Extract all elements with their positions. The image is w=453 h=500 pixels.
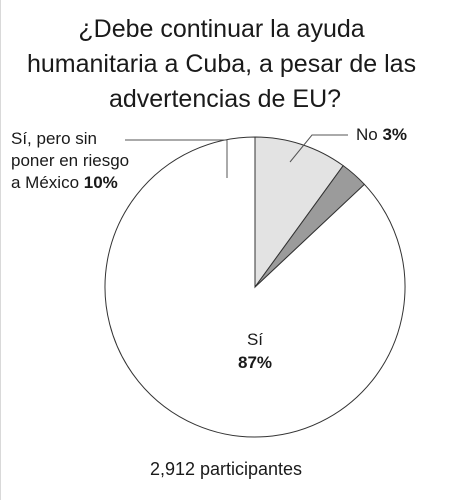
title-line-3: advertencias de EU?: [109, 85, 341, 113]
left-border-line: [0, 0, 1, 500]
slice-value-si: 87%: [238, 353, 272, 372]
pie-slices: [104, 136, 406, 438]
title-line-1: ¿Debe continuar la ayuda: [78, 15, 364, 43]
slice-value-si-pero: 10%: [84, 173, 118, 192]
pie-slice-si: [104, 136, 406, 438]
pie-slice-si-pero-sin-riesgo: [254, 136, 344, 289]
slice-label-si: Sí: [247, 330, 263, 349]
title-line-2: humanitaria a Cuba, a pesar de las: [27, 50, 416, 78]
chart-title: ¿Debe continuar la ayuda humanitaria a C…: [27, 15, 423, 113]
pie-slice-no: [254, 164, 366, 288]
slice-label-no: No 3%: [356, 125, 407, 144]
leader-line-si-pero: [125, 139, 228, 178]
participants-count: 2,912 participantes: [150, 459, 302, 479]
slice-value-no: 3%: [382, 125, 407, 144]
leader-line-no: [289, 134, 348, 163]
slice-label-si-pero: Sí, pero sin poner en riesgo a México 10…: [11, 129, 134, 192]
